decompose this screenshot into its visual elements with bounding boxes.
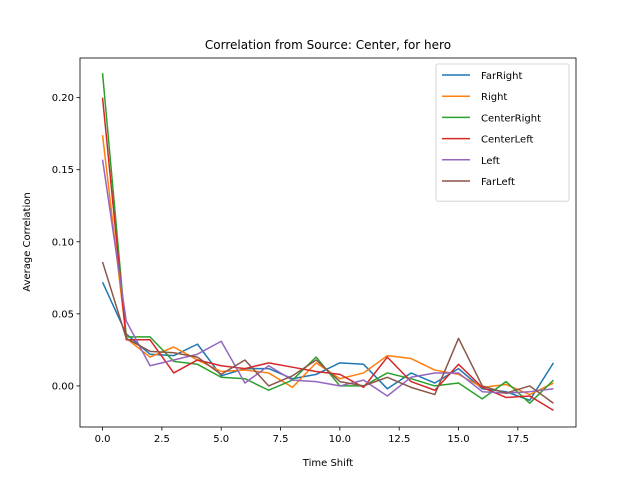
series-line-farleft xyxy=(101,261,554,404)
y-tick-label: 0.00 xyxy=(52,381,74,392)
series-line-left xyxy=(101,159,554,397)
legend-label-centerleft: CenterLeft xyxy=(481,135,534,146)
legend-label-centerright: CenterRight xyxy=(481,113,541,124)
x-tick-label: 17.5 xyxy=(507,434,529,445)
chart-title: Correlation from Source: Center, for her… xyxy=(205,38,451,52)
legend-label-farleft: FarLeft xyxy=(481,177,515,188)
y-tick-label: 0.10 xyxy=(52,237,74,248)
axes-frame xyxy=(79,57,577,428)
y-axis-label: Average Correlation xyxy=(22,192,33,291)
x-tick-label: 12.5 xyxy=(388,434,410,445)
series-lines xyxy=(101,73,555,412)
x-tick-label: 10.0 xyxy=(329,434,351,445)
legend: FarRight Right CenterRight CenterLeft Left Fa… xyxy=(435,63,570,202)
x-tick-label: 2.5 xyxy=(154,434,170,445)
x-tick-label: 5.0 xyxy=(213,434,229,445)
legend-label-right: Right xyxy=(481,92,507,103)
x-tick-label: 7.5 xyxy=(273,434,289,445)
y-tick-label: 0.05 xyxy=(52,309,74,320)
legend-box xyxy=(435,63,570,202)
series-line-centerleft xyxy=(101,97,554,412)
x-tick-label: 15.0 xyxy=(447,434,469,445)
y-tick-label: 0.15 xyxy=(52,165,74,176)
x-axis-ticks: 0.0 2.5 5.0 7.5 10.0 12.5 15.0 17.5 xyxy=(95,427,529,445)
plot-area xyxy=(79,57,577,428)
legend-label-farright: FarRight xyxy=(481,71,522,82)
legend-label-left: Left xyxy=(481,156,500,167)
x-tick-label: 0.0 xyxy=(95,434,111,445)
x-axis-label: Time Shift xyxy=(302,458,353,469)
y-axis-ticks: 0.00 0.05 0.10 0.15 0.20 xyxy=(52,93,80,392)
y-tick-label: 0.20 xyxy=(52,93,74,104)
